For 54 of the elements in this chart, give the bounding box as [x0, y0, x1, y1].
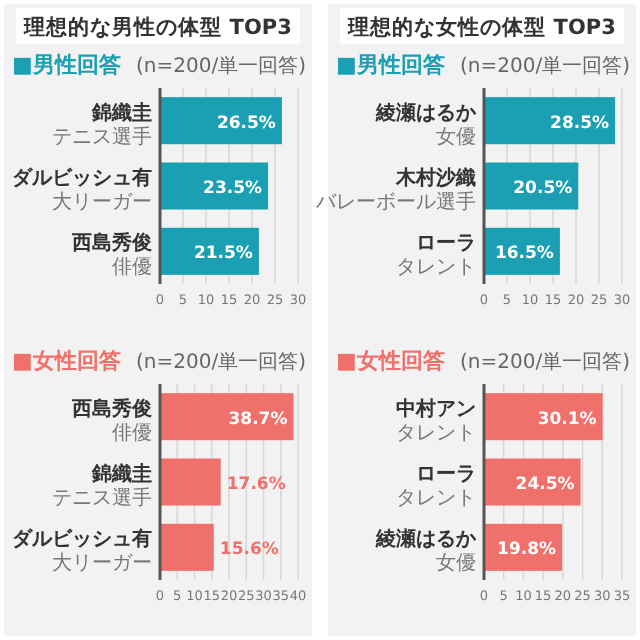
text: 俳優	[112, 420, 152, 445]
text: 女優	[436, 551, 476, 576]
data-label: 19.8%	[497, 540, 558, 561]
text: (n=200/単一回答)	[460, 350, 631, 374]
y-tick-label: 錦織圭	[90, 462, 152, 486]
y-tick-label: 綾瀬はるか	[374, 527, 478, 552]
y-tick-label: 中村アン	[396, 396, 476, 421]
data-label: 28.5%	[550, 113, 611, 134]
bar	[160, 162, 269, 210]
text: タレント	[396, 422, 476, 445]
text: (n=200/単一回答)	[136, 350, 307, 374]
bar	[484, 393, 603, 441]
data-label: 17.6%	[226, 475, 287, 495]
data-label: 26.5%	[216, 113, 277, 134]
chart-title: 理想的な女性の体型 TOP3	[346, 14, 616, 40]
y-tick-label: ダルビッシュ有	[12, 527, 152, 552]
bar	[160, 97, 282, 145]
bar	[484, 458, 581, 506]
text: タレント	[396, 488, 476, 510]
y-tick-label: 木村沙織	[394, 166, 476, 190]
data-label: 21.5%	[193, 244, 254, 265]
chart-subtitle: ■女性回答	[12, 348, 123, 374]
y-tick-label: ローラ	[416, 464, 476, 486]
text: テニス選手	[52, 124, 152, 149]
y-tick-label: 西島秀俊	[70, 231, 154, 256]
data-label: 24.5%	[515, 475, 576, 495]
text: (n=200/単一回答)	[460, 54, 631, 78]
bar	[160, 458, 221, 506]
chart-subtitle: ■男性回答	[336, 52, 447, 78]
data-label: 23.5%	[203, 179, 264, 199]
bar	[160, 523, 214, 571]
data-label: 30.1%	[537, 409, 598, 430]
chart-title: 理想的な男性の体型 TOP3	[22, 14, 292, 40]
bar	[160, 393, 294, 441]
y-tick-label: 錦織圭	[90, 100, 152, 125]
text: テニス選手	[52, 486, 152, 510]
y-tick-label: 西島秀俊	[70, 396, 154, 421]
bar	[484, 97, 616, 145]
data-label: 20.5%	[513, 179, 574, 199]
data-label: 16.5%	[494, 244, 555, 265]
text: 大リーガー	[52, 551, 152, 576]
text: タレント	[396, 257, 476, 280]
text: (n=200/単一回答)	[136, 54, 307, 78]
text: 女優	[436, 124, 476, 149]
y-tick-label: ダルビッシュ有	[12, 166, 152, 190]
data-label: 38.7%	[228, 409, 289, 430]
text: 大リーガー	[52, 190, 152, 214]
y-tick-label: ローラ	[416, 233, 476, 256]
y-tick-label: 綾瀬はるか	[374, 100, 478, 125]
data-label: 15.6%	[219, 540, 280, 561]
text: 俳優	[112, 255, 152, 280]
chart-subtitle: ■男性回答	[12, 52, 123, 78]
text: バレーボール選手	[314, 190, 476, 214]
chart-subtitle: ■女性回答	[336, 348, 447, 374]
